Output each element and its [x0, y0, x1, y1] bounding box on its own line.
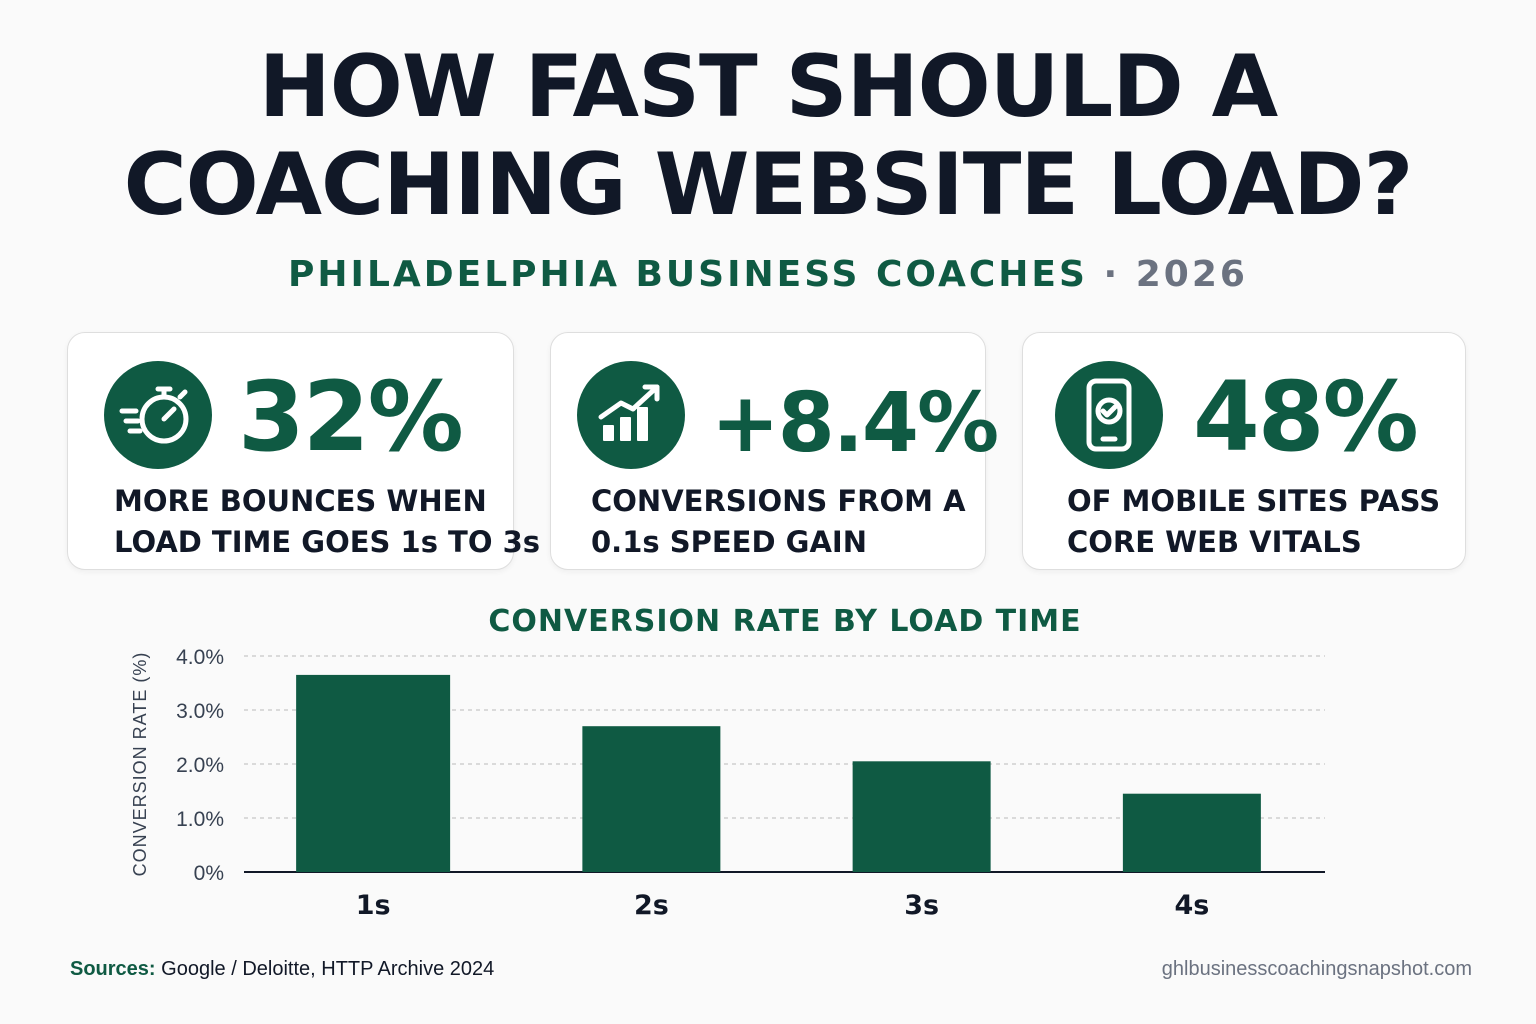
page-subtitle: PHILADELPHIA BUSINESS COACHES · 2026: [0, 254, 1536, 295]
title-line-1: HOW FAST SHOULD A: [258, 37, 1278, 137]
y-tick-label: 2.0%: [176, 754, 224, 777]
bar-2s: [582, 726, 721, 872]
stat-value: 32%: [238, 361, 464, 473]
x-tick-label: 4s: [1174, 890, 1209, 921]
y-tick-label: 1.0%: [176, 808, 224, 831]
bar-4s: [1122, 793, 1261, 872]
bar-3s: [852, 761, 991, 872]
y-tick-label: 4.0%: [176, 646, 224, 669]
x-tick-label: 2s: [634, 890, 669, 921]
stat-description: CONVERSIONS FROM A 0.1s SPEED GAIN: [591, 484, 966, 559]
stat-value: 48%: [1193, 361, 1419, 473]
stat-card-conversions: +8.4% CONVERSIONS FROM A 0.1s SPEED GAIN: [550, 332, 999, 570]
y-tick-label: 0%: [194, 862, 224, 885]
site-url: ghlbusinesscoachingsnapshot.com: [1161, 958, 1472, 980]
chart-title: CONVERSION RATE BY LOAD TIME: [488, 604, 1082, 639]
stat-card-bounces: 32% MORE BOUNCES WHEN LOAD TIME GOES 1s …: [67, 332, 540, 570]
bar-1s: [296, 674, 451, 872]
stopwatch-icon: [104, 361, 212, 469]
subtitle-year: 2026: [1135, 254, 1248, 295]
mobile-check-icon: [1055, 361, 1163, 469]
y-tick-label: 3.0%: [176, 700, 224, 723]
stat-description: OF MOBILE SITES PASS CORE WEB VITALS: [1067, 484, 1441, 559]
stat-value: +8.4%: [711, 376, 999, 471]
title-line-2: COACHING WEBSITE LOAD?: [123, 135, 1414, 235]
stat-description: MORE BOUNCES WHEN LOAD TIME GOES 1s TO 3…: [114, 484, 541, 559]
y-axis-label: CONVERSION RATE (%): [130, 652, 150, 877]
subtitle-org: PHILADELPHIA BUSINESS COACHES: [288, 254, 1088, 295]
page-title: HOW FAST SHOULD A COACHING WEBSITE LOAD?: [0, 38, 1536, 234]
sources-text: Google / Deloitte, HTTP Archive 2024: [161, 958, 495, 980]
subtitle-separator: ·: [1103, 254, 1121, 295]
x-tick-label: 3s: [904, 890, 939, 921]
sources-note: Sources: Google / Deloitte, HTTP Archive…: [70, 958, 494, 981]
x-tick-label: 1s: [356, 890, 391, 921]
stat-card-mobile: 48% OF MOBILE SITES PASS CORE WEB VITALS: [1022, 332, 1466, 570]
sources-label: Sources:: [70, 958, 156, 980]
growth-chart-icon: [577, 361, 685, 469]
